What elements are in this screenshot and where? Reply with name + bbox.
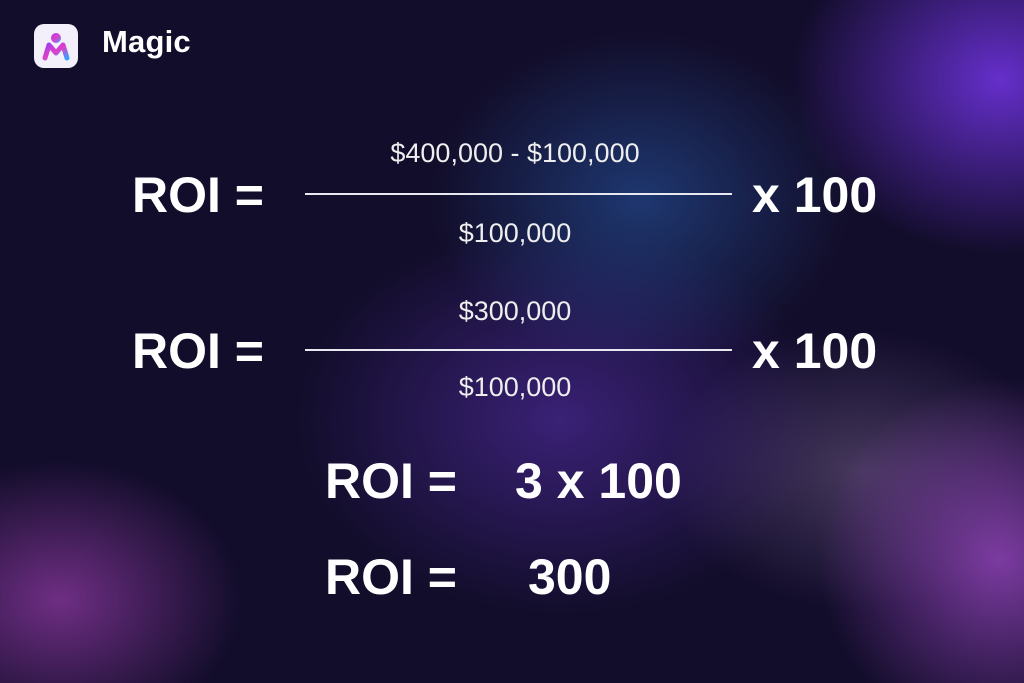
denominator-2: $100,000 bbox=[458, 372, 572, 402]
result-4: 300 bbox=[528, 549, 612, 605]
roi-label-4: ROI = bbox=[325, 549, 457, 605]
roi-label-1: ROI = bbox=[132, 167, 264, 223]
multiplier-2: x 100 bbox=[752, 323, 878, 379]
numerator-2: $300,000 bbox=[458, 296, 572, 326]
roi-label-3: ROI = bbox=[325, 453, 457, 509]
roi-label-2: ROI = bbox=[132, 323, 264, 379]
numerator-1: $400,000 - $100,000 bbox=[390, 138, 640, 168]
fraction-bar-2 bbox=[305, 349, 732, 351]
denominator-1: $100,000 bbox=[458, 218, 572, 248]
brand-name: Magic bbox=[102, 24, 191, 59]
multiplier-1: x 100 bbox=[752, 167, 878, 223]
result-3: 3 x 100 bbox=[515, 453, 682, 509]
fraction-bar-1 bbox=[305, 193, 732, 195]
magic-logo-icon bbox=[34, 24, 78, 68]
